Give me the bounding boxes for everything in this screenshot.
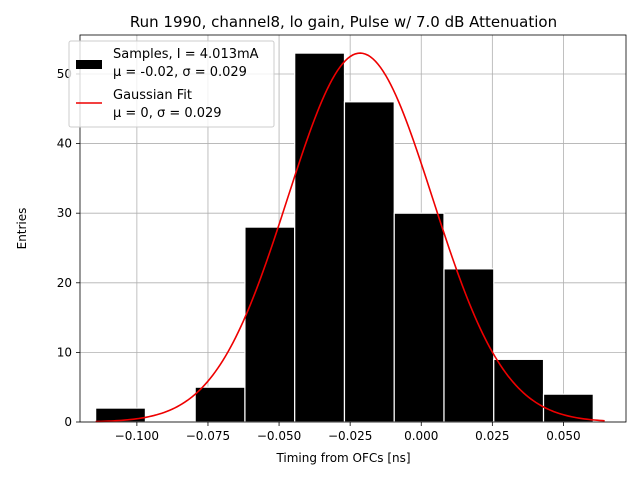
chart-title: Run 1990, channel8, lo gain, Pulse w/ 7.… xyxy=(130,13,557,31)
histogram-bar xyxy=(443,268,495,423)
histogram-bar xyxy=(493,358,545,423)
legend-histogram-swatch xyxy=(76,60,102,69)
x-tick-label: −0.050 xyxy=(257,429,301,443)
x-tick-label: 0.000 xyxy=(404,429,438,443)
y-tick-label: 50 xyxy=(57,67,72,81)
y-axis-label: Entries xyxy=(15,208,29,250)
legend-box xyxy=(68,40,275,128)
y-tick-label: 0 xyxy=(64,415,72,429)
y-tick-label: 30 xyxy=(57,206,72,220)
y-tick-label: 40 xyxy=(57,137,72,151)
histogram-bar xyxy=(343,101,395,423)
histogram-bar xyxy=(393,212,445,423)
y-tick-label: 10 xyxy=(57,345,72,359)
histogram-bars xyxy=(95,52,594,423)
x-tick-label: −0.075 xyxy=(186,429,230,443)
legend-histogram-label: Samples, I = 4.013mA xyxy=(113,47,259,62)
y-axis-ticks: 0 10 20 30 40 50 xyxy=(57,67,80,429)
histogram-bar xyxy=(194,386,246,423)
legend-histogram-stats: μ = -0.02, σ = 0.029 xyxy=(113,65,247,80)
histogram-bar xyxy=(244,226,296,423)
legend-fit-stats: μ = 0, σ = 0.029 xyxy=(113,106,222,121)
legend-fit-label: Gaussian Fit xyxy=(113,88,192,103)
gaussian-fit-layer xyxy=(95,52,605,423)
y-tick-label: 20 xyxy=(57,276,72,290)
legend: Samples, I = 4.013mA μ = -0.02, σ = 0.02… xyxy=(68,40,275,128)
histogram-bar xyxy=(542,393,594,423)
x-tick-label: 0.025 xyxy=(475,429,509,443)
x-axis-ticks: −0.100 −0.075 −0.050 −0.025 0.000 0.025 0.050 xyxy=(115,422,581,443)
x-tick-label: 0.050 xyxy=(546,429,580,443)
x-tick-label: −0.025 xyxy=(328,429,372,443)
x-tick-label: −0.100 xyxy=(115,429,159,443)
plot-frame xyxy=(79,34,627,423)
gaussian-fit-curve xyxy=(95,52,605,423)
x-axis-label: Timing from OFCs [ns] xyxy=(275,451,410,465)
